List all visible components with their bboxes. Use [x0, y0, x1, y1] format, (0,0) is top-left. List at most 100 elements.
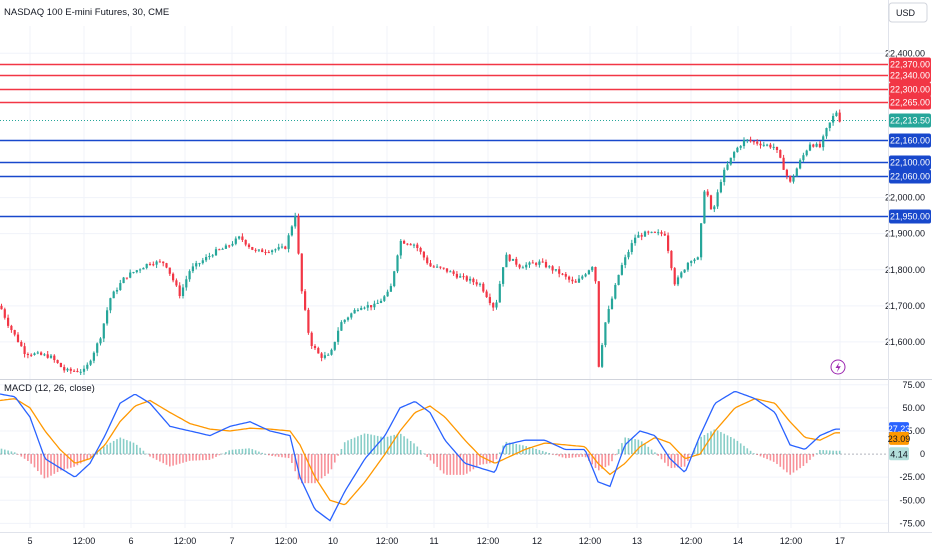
candle-body [736, 147, 739, 153]
candle-body [752, 141, 755, 143]
macd-histogram-bar [664, 454, 666, 463]
candle-body [317, 348, 320, 354]
candle-body [40, 352, 43, 355]
candle-body [175, 280, 178, 286]
candle-body [822, 136, 825, 148]
macd-histogram-bar [607, 454, 610, 466]
candle-body [795, 168, 798, 177]
candle-body [749, 139, 752, 142]
macd-histogram-bar [720, 432, 722, 455]
lightning-icon[interactable] [830, 359, 846, 375]
macd-histogram-bar [670, 454, 673, 469]
candle-body [386, 291, 389, 297]
macd-histogram-bar [697, 441, 699, 455]
candle-body [185, 279, 188, 288]
level-tag [889, 169, 931, 184]
macd-histogram-bar [126, 440, 128, 455]
macd-histogram-bar [489, 454, 491, 464]
macd-histogram-bar [508, 442, 511, 455]
macd-histogram-bar [330, 454, 333, 470]
x-tick-label: 5 [27, 536, 32, 546]
candle-body [251, 247, 254, 250]
macd-histogram-bar [89, 454, 92, 458]
macd-histogram-bar [244, 448, 247, 455]
candle-body [604, 322, 607, 346]
macd-histogram-bar [334, 454, 336, 463]
macd-histogram-bar [462, 454, 465, 475]
histogram-value-tag [889, 447, 909, 461]
macd-histogram-bar [327, 454, 329, 474]
candle-body [346, 317, 350, 320]
candle-body [135, 270, 138, 273]
candle-body [676, 277, 680, 285]
candle-body [228, 245, 231, 247]
macd-histogram-bar [393, 434, 395, 455]
macd-histogram-bar [574, 454, 577, 458]
candle-body [746, 139, 749, 141]
candle-body [267, 252, 270, 254]
candle-body [300, 253, 303, 292]
candle-body [330, 349, 333, 355]
macd-histogram-bar [650, 449, 653, 455]
macd-histogram-bar [812, 454, 815, 457]
macd-histogram-bar [815, 453, 818, 455]
candle-body [152, 264, 155, 266]
candle-body [234, 238, 237, 244]
macd-histogram-bar [264, 454, 267, 455]
macd-histogram-bar [149, 454, 151, 457]
macd-histogram-bar [403, 436, 405, 455]
macd-histogram-bar [581, 454, 584, 457]
candle-body [495, 302, 498, 308]
candle-body [653, 231, 656, 233]
price-tick-label: 21,700.00 [885, 301, 925, 311]
macd-histogram-bar [195, 454, 197, 461]
candle-body [82, 368, 86, 372]
candle-body [370, 305, 373, 308]
candle-body [363, 307, 366, 309]
macd-histogram-bar [538, 449, 541, 455]
macd-histogram-bar [419, 449, 422, 455]
macd-histogram-bar [10, 451, 13, 455]
candle-body [577, 278, 581, 283]
macd-histogram-bar [591, 454, 593, 465]
candle-body [142, 267, 145, 270]
currency-button[interactable]: USD [888, 2, 928, 23]
macd-histogram-bar [347, 440, 349, 455]
macd-histogram-bar [429, 454, 432, 461]
macd-histogram-bar [604, 454, 607, 468]
macd-histogram-bar [231, 449, 234, 455]
macd-histogram-bar [357, 436, 359, 455]
macd-histogram-bar [545, 451, 547, 455]
candle-body [772, 146, 775, 148]
candle-body [96, 343, 99, 353]
candle-body [403, 240, 406, 244]
macd-title: MACD (12, 26, close) [4, 383, 95, 394]
candle-body [33, 353, 36, 355]
macd-histogram-bar [248, 448, 250, 455]
candle-body [208, 255, 211, 258]
candle-body [832, 115, 835, 123]
macd-histogram-bar [40, 454, 42, 475]
macd-value-tag-label: 27.23 [888, 424, 911, 434]
macd-histogram-bar [832, 450, 834, 455]
macd-histogram-bar [301, 454, 303, 484]
candle-body [571, 279, 574, 282]
macd-histogram-bar [317, 454, 320, 481]
candle-body [775, 146, 779, 151]
candle-body [634, 237, 637, 244]
candle-body [49, 355, 53, 358]
candle-body [799, 160, 802, 169]
macd-histogram-bar [690, 454, 692, 455]
macd-histogram-bar [350, 438, 353, 455]
level-tag [889, 209, 931, 224]
candle-body [587, 270, 590, 275]
candle-body [835, 112, 838, 116]
macd-histogram-bar [7, 450, 9, 455]
signal-line [0, 398, 840, 506]
macd-histogram-bar [584, 454, 587, 458]
level-tag [889, 68, 931, 83]
candle-body [508, 254, 511, 261]
horizontal-levels[interactable] [0, 63, 888, 218]
macd-histogram-bar [782, 454, 785, 470]
